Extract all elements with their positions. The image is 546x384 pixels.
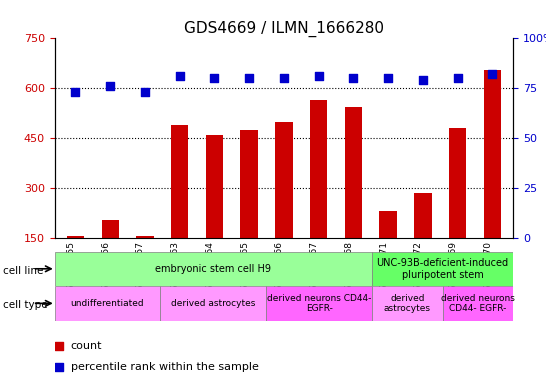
- Point: [321, 78, 330, 84]
- Text: percentile rank within the sample: percentile rank within the sample: [70, 362, 258, 372]
- Bar: [240, 130, 258, 288]
- Text: undifferentiated: undifferentiated: [71, 299, 144, 308]
- Text: derived neurons
CD44- EGFR-: derived neurons CD44- EGFR-: [441, 294, 515, 313]
- FancyBboxPatch shape: [55, 286, 161, 321]
- Title: GDS4669 / ILMN_1666280: GDS4669 / ILMN_1666280: [184, 21, 384, 37]
- Bar: [345, 107, 362, 288]
- Point: [419, 77, 428, 83]
- Bar: [102, 220, 119, 288]
- Text: count: count: [70, 341, 102, 351]
- Bar: [414, 193, 431, 288]
- Bar: [206, 135, 223, 288]
- Text: embryonic stem cell H9: embryonic stem cell H9: [156, 264, 271, 274]
- Point: [453, 75, 462, 81]
- Bar: [449, 128, 466, 288]
- FancyBboxPatch shape: [161, 286, 266, 321]
- FancyBboxPatch shape: [372, 286, 443, 321]
- FancyBboxPatch shape: [266, 286, 372, 321]
- Point: [106, 83, 115, 89]
- Bar: [310, 100, 328, 288]
- Bar: [275, 122, 293, 288]
- Point: [349, 75, 358, 81]
- Point: [175, 73, 184, 79]
- Bar: [136, 237, 153, 288]
- Bar: [379, 212, 397, 288]
- Text: UNC-93B-deficient-induced
pluripotent stem: UNC-93B-deficient-induced pluripotent st…: [377, 258, 509, 280]
- Point: [314, 73, 323, 79]
- Point: [210, 75, 219, 81]
- FancyBboxPatch shape: [372, 252, 513, 286]
- Bar: [171, 125, 188, 288]
- Point: [245, 75, 253, 81]
- Bar: [67, 237, 84, 288]
- Text: cell line: cell line: [3, 266, 43, 276]
- FancyBboxPatch shape: [55, 252, 372, 286]
- Point: [321, 266, 330, 273]
- Point: [140, 89, 149, 95]
- Point: [280, 75, 288, 81]
- Point: [384, 75, 393, 81]
- Bar: [484, 70, 501, 288]
- Text: cell type: cell type: [3, 300, 48, 310]
- Text: derived
astrocytes: derived astrocytes: [384, 294, 431, 313]
- Text: derived astrocytes: derived astrocytes: [171, 299, 256, 308]
- Text: derived neurons CD44-
EGFR-: derived neurons CD44- EGFR-: [267, 294, 371, 313]
- Point: [71, 89, 80, 95]
- FancyBboxPatch shape: [443, 286, 513, 321]
- Point: [488, 71, 497, 78]
